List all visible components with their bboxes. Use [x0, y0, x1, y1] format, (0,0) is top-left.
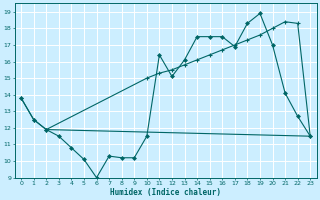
X-axis label: Humidex (Indice chaleur): Humidex (Indice chaleur)	[110, 188, 221, 197]
